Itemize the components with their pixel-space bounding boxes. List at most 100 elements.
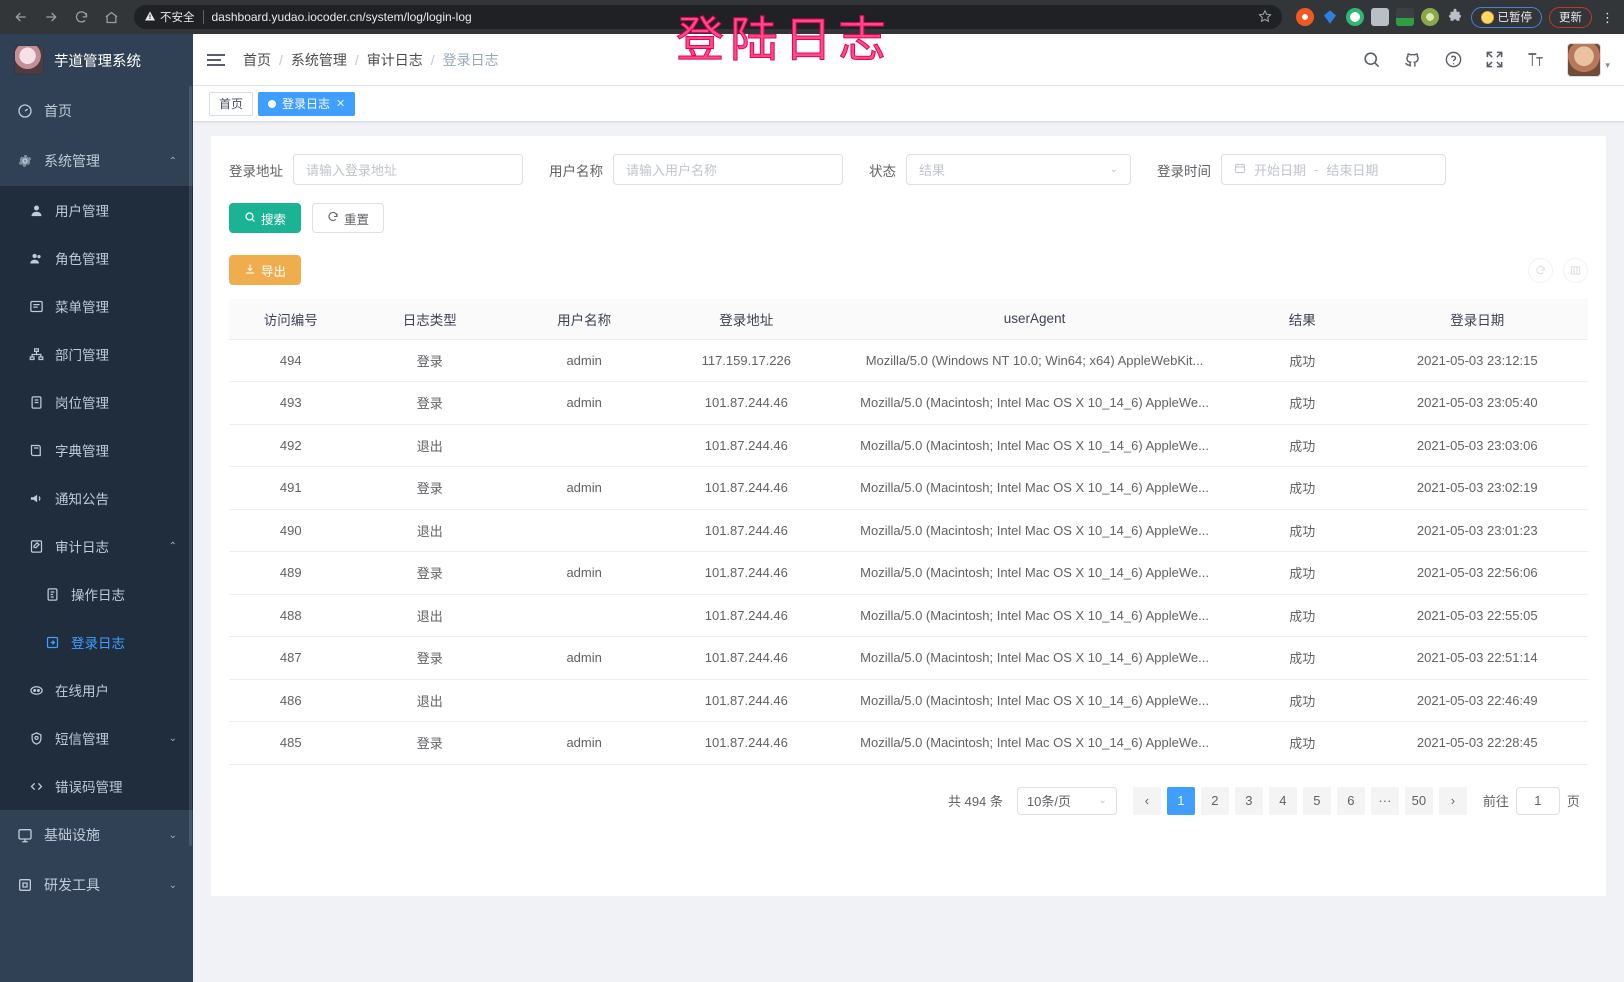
github-icon[interactable]	[1403, 50, 1422, 69]
field-username: 用户名称 请输入用户名称	[549, 154, 843, 185]
sidebar-scrollbar[interactable]	[189, 86, 192, 846]
sidebar-item-roles[interactable]: 角色管理	[0, 234, 193, 282]
refresh-circle-icon[interactable]	[1527, 257, 1553, 283]
cell-id: 494	[229, 339, 353, 382]
extension-blue-card-icon[interactable]	[1370, 8, 1389, 26]
back-arrow-icon[interactable]	[8, 4, 34, 30]
breadcrumb-item-system[interactable]: 系统管理	[290, 51, 347, 68]
pagination-page-2[interactable]: 2	[1200, 786, 1229, 815]
cell-useragent: Mozilla/5.0 (Macintosh; Intel Mac OS X 1…	[831, 636, 1238, 680]
pagination-page-6[interactable]: 6	[1336, 786, 1365, 815]
sidebar-item-audit-log[interactable]: 审计日志 ⌃	[0, 522, 193, 570]
status-select[interactable]: 结果 ⌄	[906, 154, 1131, 185]
login-address-input[interactable]: 请输入登录地址	[293, 154, 523, 185]
table-row[interactable]: 491 登录 admin 101.87.244.46 Mozilla/5.0 (…	[229, 466, 1588, 510]
export-button[interactable]: 导出	[229, 255, 302, 285]
sidebar-item-online-users[interactable]: 在线用户	[0, 666, 193, 714]
table-body: 494 登录 admin 117.159.17.226 Mozilla/5.0 …	[229, 339, 1588, 765]
update-chip[interactable]: 更新	[1549, 6, 1592, 28]
sidebar-item-menus[interactable]: 菜单管理	[0, 282, 193, 330]
extension-on-badge-icon[interactable]	[1395, 8, 1414, 26]
table-row[interactable]: 493 登录 admin 101.87.244.46 Mozilla/5.0 (…	[229, 381, 1588, 425]
cell-result: 成功	[1237, 551, 1367, 595]
sidebar-item-operation-log[interactable]: 操作日志	[0, 570, 193, 618]
column-header-type: 日志类型	[352, 299, 507, 340]
address-bar[interactable]: 不安全 dashboard.yudao.iocoder.cn/system/lo…	[134, 5, 1282, 29]
cell-date: 2021-05-03 23:01:23	[1366, 509, 1588, 552]
table-row[interactable]: 489 登录 admin 101.87.244.46 Mozilla/5.0 (…	[229, 551, 1588, 595]
sidebar-item-system[interactable]: 系统管理 ⌃	[0, 136, 193, 186]
bookmark-star-icon[interactable]	[1257, 9, 1272, 26]
pagination-page-4[interactable]: 4	[1268, 786, 1297, 815]
breadcrumb-item-audit[interactable]: 审计日志	[366, 51, 423, 68]
reload-icon[interactable]	[68, 4, 94, 30]
table-row[interactable]: 494 登录 admin 117.159.17.226 Mozilla/5.0 …	[229, 339, 1588, 382]
extension-leaf-icon[interactable]	[1420, 8, 1439, 26]
sidebar-item-dictionary[interactable]: 字典管理	[0, 426, 193, 474]
pagination-ellipsis[interactable]: ···	[1370, 786, 1399, 815]
cell-result: 成功	[1237, 679, 1367, 722]
table-row[interactable]: 487 登录 admin 101.87.244.46 Mozilla/5.0 (…	[229, 636, 1588, 680]
paused-chip[interactable]: 已暂停	[1470, 6, 1542, 28]
table-row[interactable]: 486 退出 101.87.244.46 Mozilla/5.0 (Macint…	[229, 679, 1588, 722]
sidebar-item-departments[interactable]: 部门管理	[0, 330, 193, 378]
extension-puzzle-icon[interactable]	[1445, 8, 1464, 26]
username-input[interactable]: 请输入用户名称	[613, 154, 843, 185]
column-header-user: 用户名称	[506, 299, 662, 340]
table-row[interactable]: 492 退出 101.87.244.46 Mozilla/5.0 (Macint…	[229, 424, 1588, 467]
home-icon[interactable]	[98, 4, 124, 30]
cell-user: admin	[506, 721, 662, 765]
omnibox-divider	[202, 10, 204, 24]
user-icon	[28, 202, 44, 218]
close-icon[interactable]: ✕	[336, 98, 346, 110]
table-row[interactable]: 490 退出 101.87.244.46 Mozilla/5.0 (Macint…	[229, 509, 1588, 552]
extension-orange-icon[interactable]	[1295, 8, 1314, 26]
tab-login-log[interactable]: 登录日志 ✕	[258, 91, 356, 116]
fullscreen-icon[interactable]	[1485, 50, 1504, 69]
cell-type: 退出	[352, 424, 507, 467]
sidebar-item-posts[interactable]: 岗位管理	[0, 378, 193, 426]
search-icon[interactable]	[1362, 50, 1381, 69]
cell-date: 2021-05-03 22:56:06	[1366, 551, 1588, 595]
sidebar-item-sms[interactable]: 短信管理 ⌄	[0, 714, 193, 762]
jump-page-input[interactable]: 1	[1515, 786, 1560, 815]
breadcrumb-item-home[interactable]: 首页	[243, 51, 271, 68]
sidebar-item-notices[interactable]: 通知公告	[0, 474, 193, 522]
sidebar-item-label: 登录日志	[71, 636, 125, 651]
search-button[interactable]: 搜索	[229, 203, 302, 233]
kebab-menu-icon[interactable]: ⋮	[1601, 9, 1614, 25]
font-size-icon[interactable]	[1526, 50, 1545, 69]
sidebar-item-home[interactable]: 首页	[0, 86, 193, 136]
reset-button[interactable]: 重置	[312, 203, 385, 233]
pagination-page-5[interactable]: 5	[1302, 786, 1331, 815]
pagination-prev[interactable]: ‹	[1132, 786, 1161, 815]
cell-address: 101.87.244.46	[661, 721, 832, 765]
login-time-range-picker[interactable]: 开始日期 - 结束日期	[1221, 154, 1446, 185]
security-indicator[interactable]: 不安全	[144, 9, 195, 25]
pagination-page-1[interactable]: 1	[1166, 786, 1195, 815]
hamburger-menu-icon[interactable]	[207, 53, 229, 66]
sidebar-item-login-log[interactable]: 登录日志	[0, 618, 193, 666]
page-size-select[interactable]: 10条/页 ⌄	[1016, 786, 1117, 815]
help-circle-icon[interactable]	[1444, 50, 1463, 69]
table-row[interactable]: 488 退出 101.87.244.46 Mozilla/5.0 (Macint…	[229, 594, 1588, 637]
avatar[interactable]: ▾	[1567, 42, 1610, 77]
sidebar-item-infrastructure[interactable]: 基础设施 ⌄	[0, 810, 193, 860]
table-row[interactable]: 485 登录 admin 101.87.244.46 Mozilla/5.0 (…	[229, 721, 1588, 765]
column-header-id: 访问编号	[229, 299, 353, 340]
sidebar-item-error-codes[interactable]: 错误码管理	[0, 762, 193, 810]
tab-home[interactable]: 首页	[209, 91, 254, 116]
cell-result: 成功	[1237, 636, 1367, 680]
extension-diamond-icon[interactable]	[1320, 8, 1339, 26]
pagination-page-50[interactable]: 50	[1404, 786, 1433, 815]
forward-arrow-icon[interactable]	[38, 4, 64, 30]
sidebar-logo[interactable]: 芋道管理系统	[0, 34, 193, 86]
column-settings-icon[interactable]	[1562, 257, 1588, 283]
pagination-next[interactable]: ›	[1438, 786, 1467, 815]
pagination-page-3[interactable]: 3	[1234, 786, 1263, 815]
cell-type: 登录	[352, 466, 507, 510]
extension-green-check-icon[interactable]	[1345, 8, 1364, 26]
sidebar-item-users[interactable]: 用户管理	[0, 186, 193, 234]
chevron-down-icon: ⌄	[168, 732, 177, 744]
sidebar-item-dev-tools[interactable]: 研发工具 ⌄	[0, 860, 193, 910]
